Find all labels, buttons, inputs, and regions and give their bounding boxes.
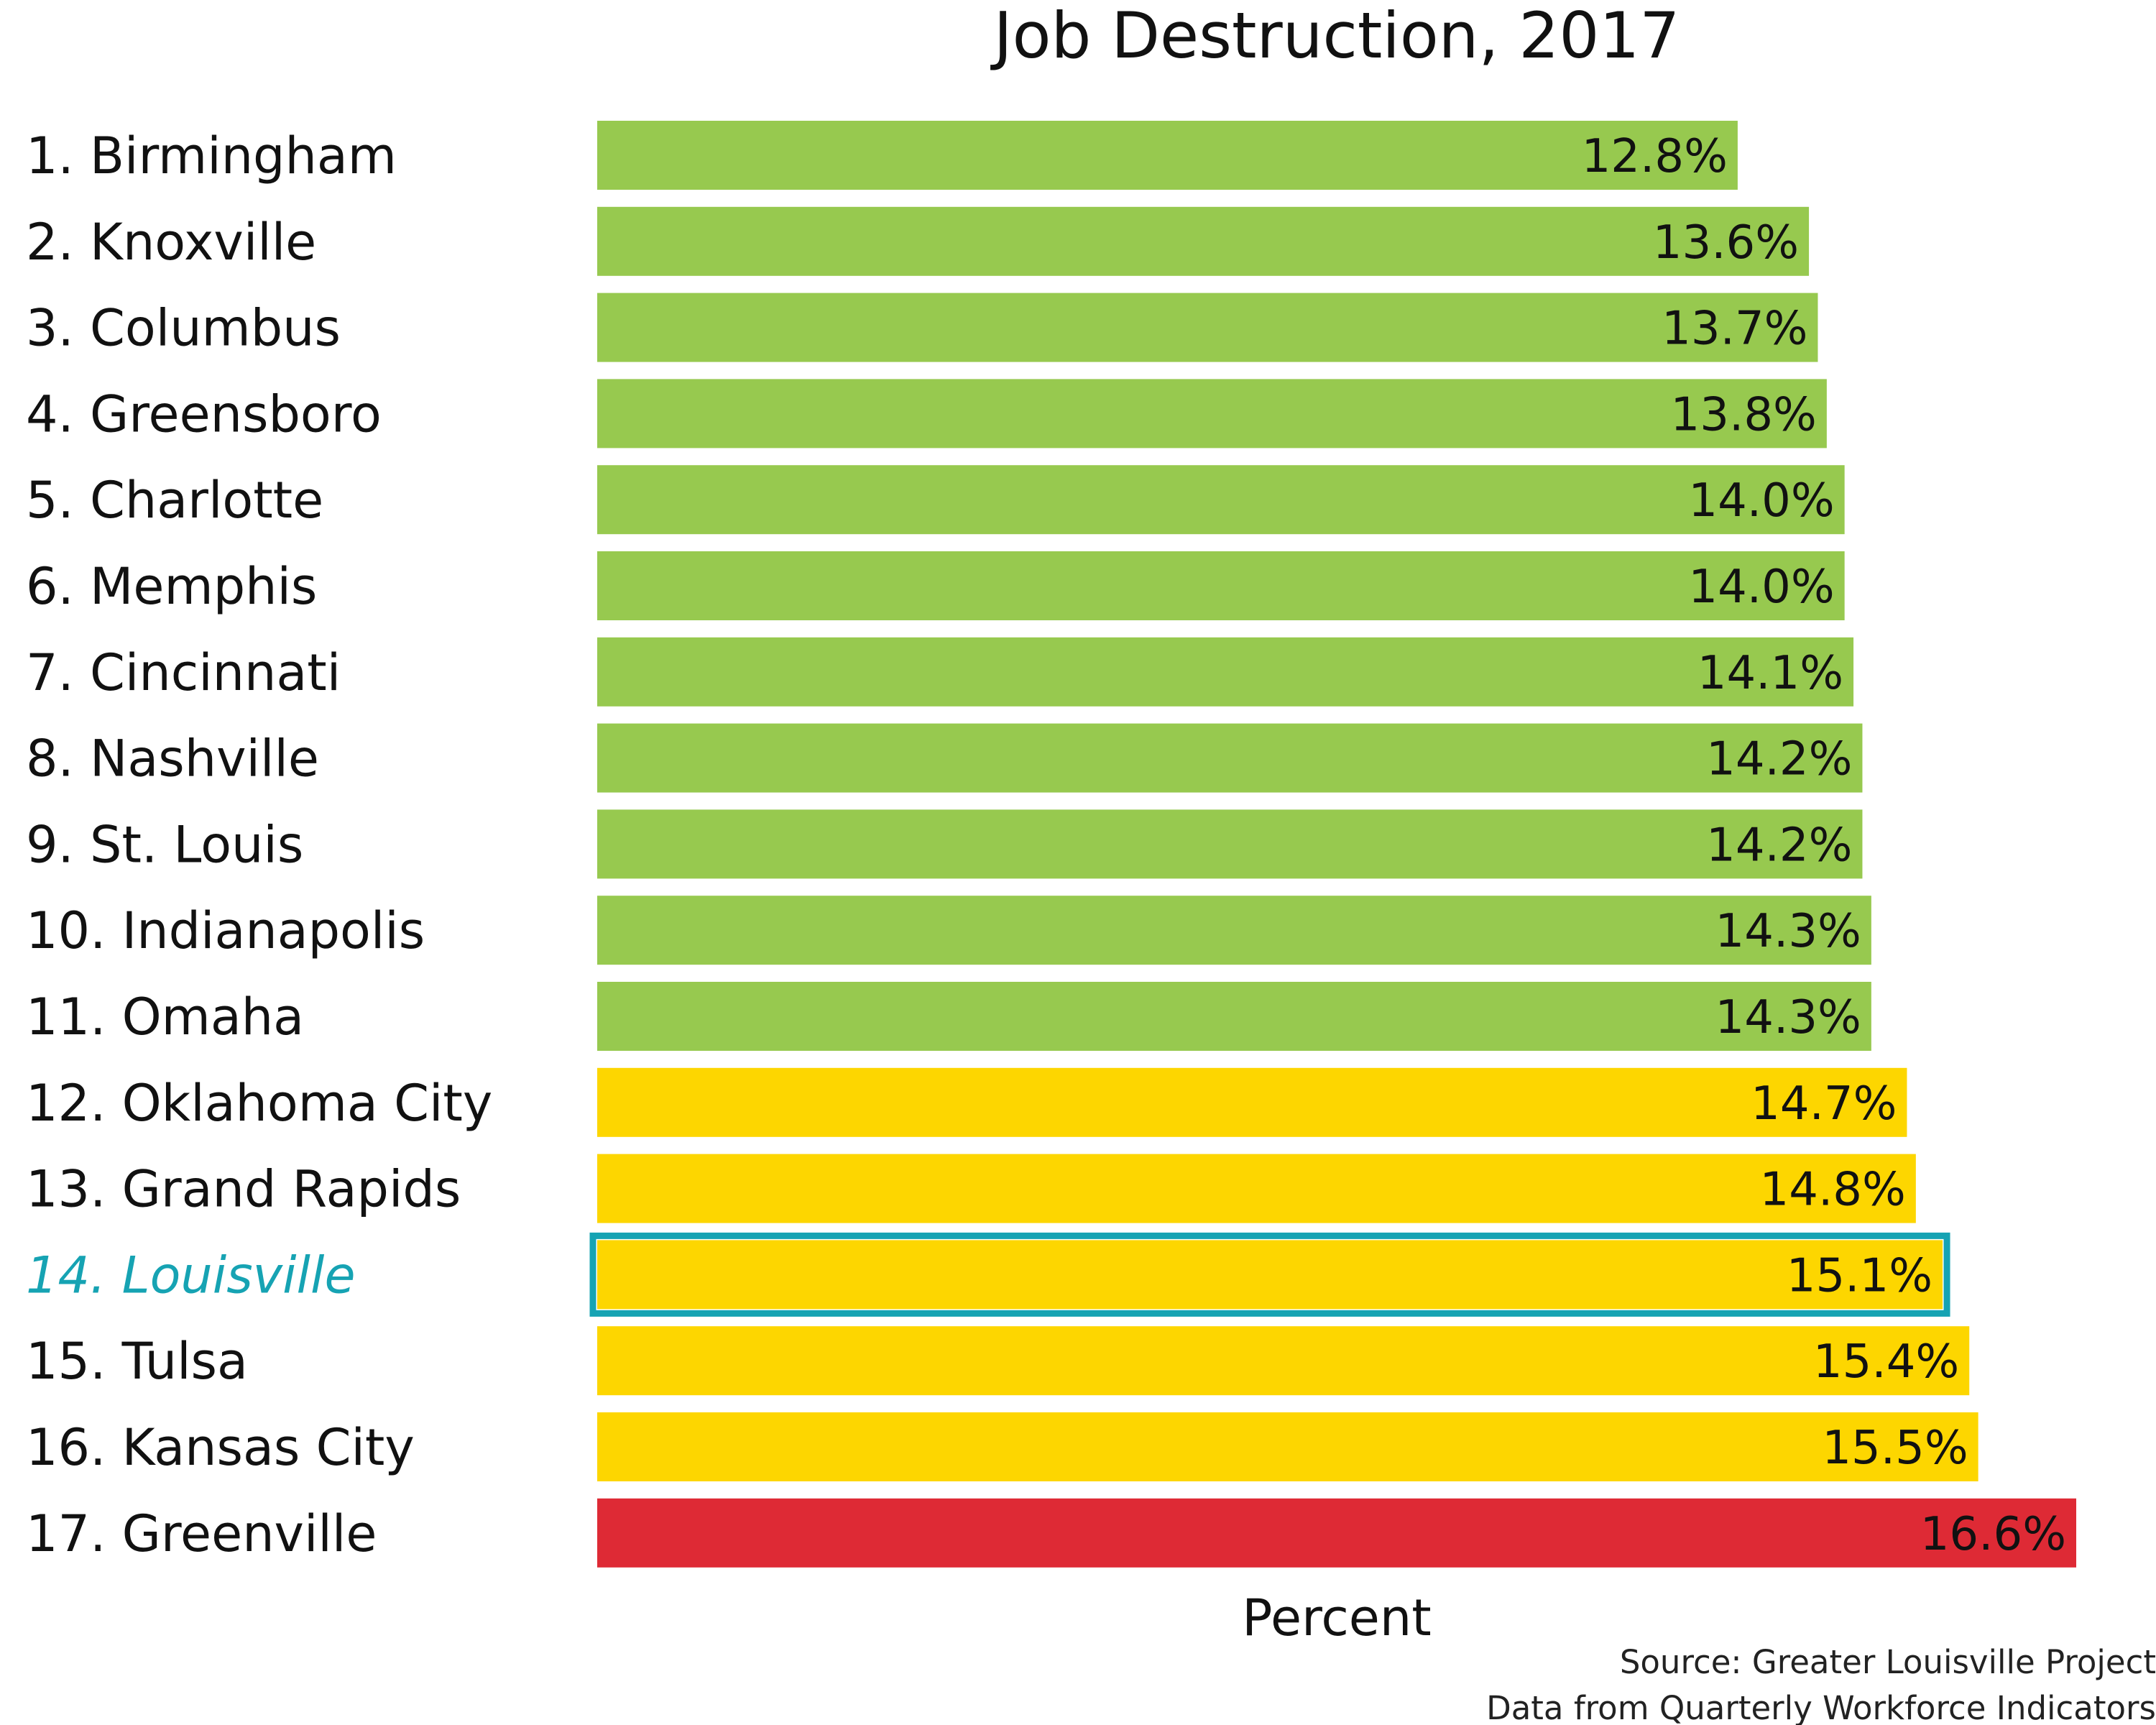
value-label-charlotte: 14.0%	[1688, 474, 1834, 528]
bar-columbus	[597, 293, 1818, 362]
value-label-indianapolis: 14.3%	[1715, 905, 1861, 958]
chart-title: Job Destruction, 2017	[990, 0, 1680, 73]
category-label-nashville: 8. Nashville	[26, 730, 319, 788]
bar-memphis	[597, 551, 1845, 620]
bar-greensboro	[597, 379, 1827, 448]
value-label-st-louis: 14.2%	[1706, 819, 1852, 872]
bars	[589, 121, 2076, 1568]
bar-knoxville	[597, 206, 1810, 276]
value-label-birmingham: 12.8%	[1582, 130, 1728, 183]
bar-nashville	[597, 723, 1863, 793]
category-label-indianapolis: 10. Indianapolis	[26, 901, 425, 960]
bar-charlotte	[597, 465, 1845, 535]
value-label-cincinnati: 14.1%	[1697, 647, 1843, 700]
category-label-knoxville: 2. Knoxville	[26, 213, 316, 272]
highlight-outline-louisville	[589, 1232, 1950, 1317]
category-labels: 1. Birmingham 2. Knoxville 3. Columbus 4. G…	[26, 126, 492, 1563]
value-label-knoxville: 13.6%	[1653, 216, 1799, 270]
bar-greenville	[597, 1498, 2076, 1568]
category-label-birmingham: 1. Birmingham	[26, 126, 397, 185]
value-label-oklahoma-city: 14.7%	[1751, 1077, 1897, 1131]
bar-omaha	[597, 982, 1871, 1051]
bar-tulsa	[597, 1326, 1970, 1396]
x-axis-label: Percent	[1242, 1588, 1431, 1647]
category-label-oklahoma-city: 12. Oklahoma City	[26, 1074, 492, 1133]
value-label-omaha: 14.3%	[1715, 991, 1861, 1044]
bar-louisville	[597, 1240, 1943, 1310]
bar-oklahoma-city	[597, 1067, 1907, 1137]
bar-birmingham	[597, 121, 1738, 190]
value-label-greensboro: 13.8%	[1671, 388, 1817, 441]
category-label-memphis: 6. Memphis	[26, 557, 317, 616]
value-label-kansas-city: 15.5%	[1822, 1422, 1968, 1475]
source-line-1: Source: Greater Louisville Project	[1620, 1643, 2156, 1681]
value-label-grand-rapids: 14.8%	[1760, 1164, 1906, 1217]
value-label-memphis: 14.0%	[1688, 561, 1834, 614]
bar-grand-rapids	[597, 1154, 1916, 1223]
category-label-kansas-city: 16. Kansas City	[26, 1418, 415, 1477]
category-label-columbus: 3. Columbus	[26, 299, 341, 358]
value-label-columbus: 13.7%	[1662, 303, 1807, 356]
value-label-louisville: 15.1%	[1787, 1249, 1932, 1302]
category-label-greensboro: 4. Greensboro	[26, 385, 382, 443]
value-label-tulsa: 15.4%	[1813, 1335, 1959, 1389]
category-label-st-louis: 9. St. Louis	[26, 815, 303, 874]
category-label-charlotte: 5. Charlotte	[26, 471, 323, 530]
category-label-tulsa: 15. Tulsa	[26, 1332, 248, 1391]
category-label-omaha: 11. Omaha	[26, 988, 304, 1046]
category-label-greenville: 17. Greenville	[26, 1504, 377, 1563]
bar-indianapolis	[597, 896, 1871, 965]
value-label-greenville: 16.6%	[1920, 1508, 2066, 1561]
value-label-nashville: 14.2%	[1706, 733, 1852, 786]
bar-st-louis	[597, 809, 1863, 879]
category-label-grand-rapids: 13. Grand Rapids	[26, 1160, 461, 1219]
category-label-cincinnati: 7. Cincinnati	[26, 643, 341, 702]
category-label-louisville: 14. Louisville	[26, 1246, 356, 1305]
bar-kansas-city	[597, 1412, 1978, 1481]
source-line-2: Data from Quarterly Workforce Indicators	[1486, 1689, 2156, 1725]
bar-cincinnati	[597, 637, 1854, 707]
value-labels: 12.8% 13.6% 13.7% 13.8% 14.0% 14.0% 14.1% 14.2%…	[1582, 130, 2066, 1561]
